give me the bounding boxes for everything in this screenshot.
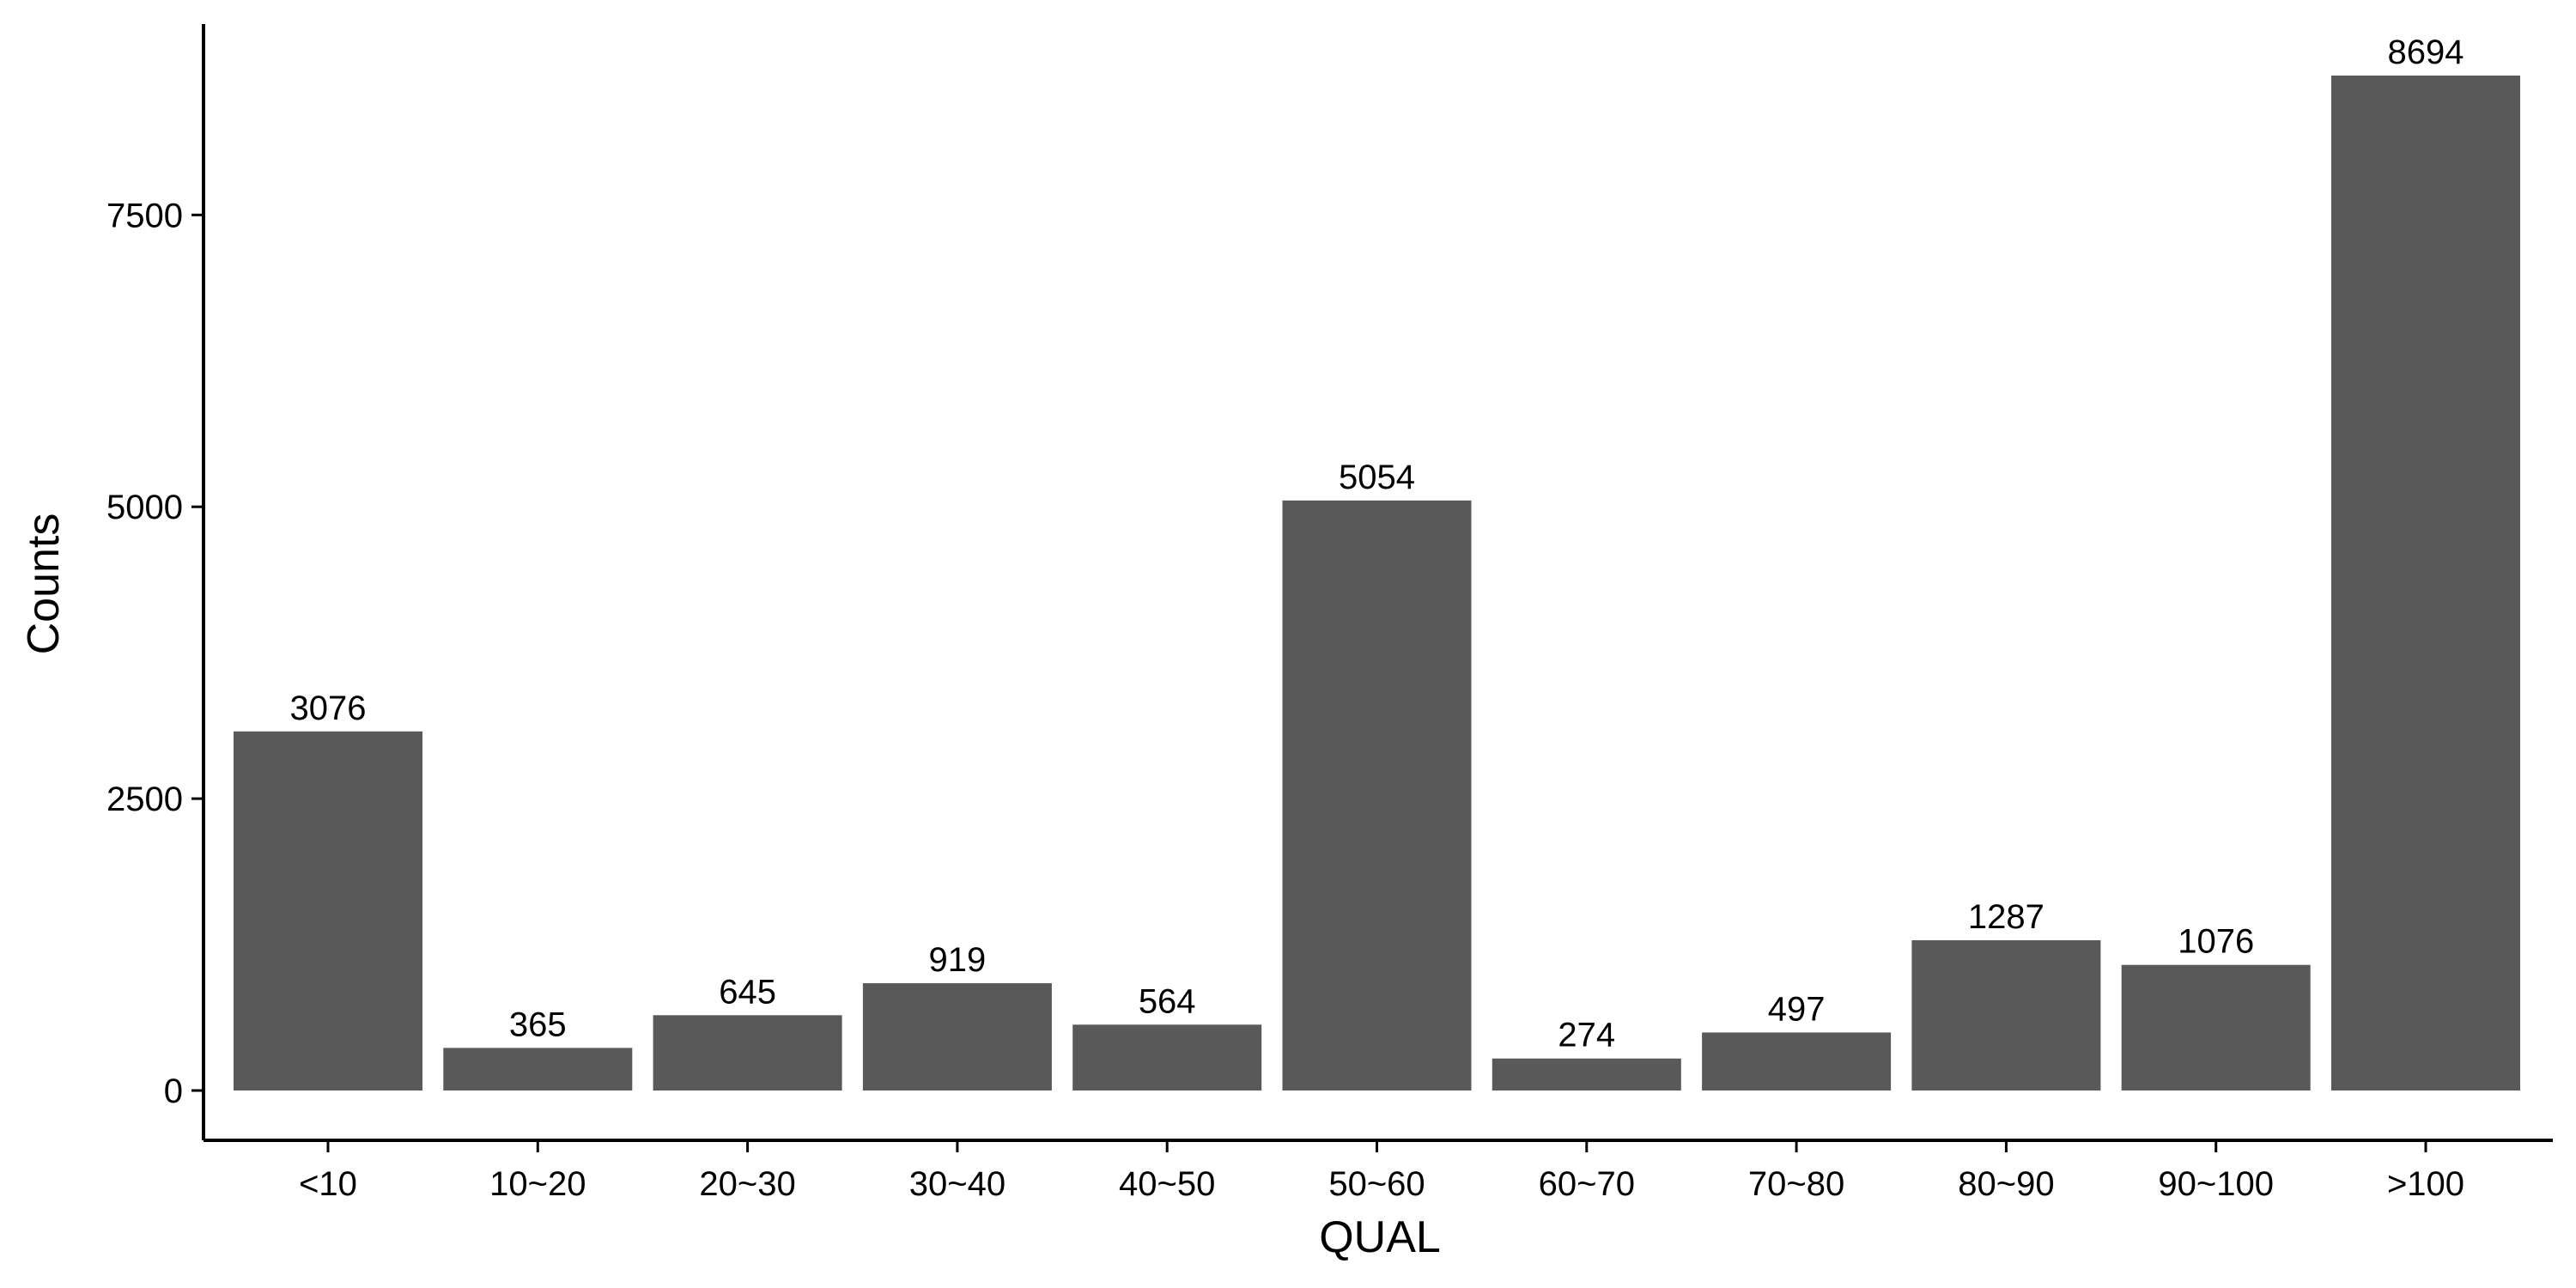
y-axis-ticks: 0 2500 5000 7500 — [106, 197, 204, 1110]
y-tick-label: 5000 — [106, 489, 183, 526]
bar-value-label: 919 — [929, 941, 987, 979]
x-tick-label: 90~100 — [2158, 1165, 2274, 1203]
y-tick-label: 0 — [164, 1072, 183, 1110]
bars-group — [234, 76, 2520, 1091]
bar-value-label: 645 — [719, 973, 776, 1011]
bar-value-label: 497 — [1768, 990, 1826, 1028]
x-tick-label: 80~90 — [1958, 1165, 2054, 1203]
bar — [1282, 500, 1472, 1091]
y-tick-label: 7500 — [106, 197, 183, 234]
bar — [1911, 940, 2101, 1091]
x-tick-label: 50~60 — [1328, 1165, 1425, 1203]
bar-value-label: 3076 — [290, 690, 367, 727]
x-tick-label: 40~50 — [1119, 1165, 1215, 1203]
bar-value-label: 1076 — [2178, 923, 2254, 961]
bar-value-label: 564 — [1139, 982, 1196, 1020]
bar-value-label: 1287 — [1968, 898, 2044, 936]
bar — [862, 983, 1052, 1091]
bar — [234, 731, 422, 1091]
x-tick-label: 30~40 — [909, 1165, 1005, 1203]
y-axis-title: Counts — [19, 513, 69, 655]
bar — [2331, 76, 2520, 1091]
x-axis-title: QUAL — [1319, 1212, 1441, 1262]
bar-value-label: 274 — [1558, 1017, 1615, 1054]
bar — [1492, 1058, 1681, 1091]
bar — [1072, 1024, 1262, 1091]
x-tick-label: 10~20 — [489, 1165, 586, 1203]
bar — [653, 1015, 842, 1091]
x-tick-label: <10 — [299, 1165, 357, 1203]
y-tick-label: 2500 — [106, 781, 183, 818]
x-tick-label: 60~70 — [1539, 1165, 1635, 1203]
bar-value-label: 5054 — [1339, 459, 1415, 496]
bar — [443, 1048, 633, 1091]
bar-value-label: 8694 — [2388, 33, 2464, 71]
bar-value-label: 365 — [509, 1005, 567, 1043]
x-axis-ticks: <10 10~20 20~30 30~40 40~50 50~60 60~70 70~80 80… — [299, 1140, 2464, 1203]
bar — [2121, 964, 2311, 1091]
x-tick-label: 70~80 — [1748, 1165, 1844, 1203]
x-tick-label: 20~30 — [699, 1165, 795, 1203]
data-labels-group: 3076 365 645 919 564 5054 274 497 1287 1076 8694 — [290, 33, 2464, 1054]
bar — [1702, 1032, 1892, 1091]
x-tick-label: >100 — [2387, 1165, 2464, 1203]
